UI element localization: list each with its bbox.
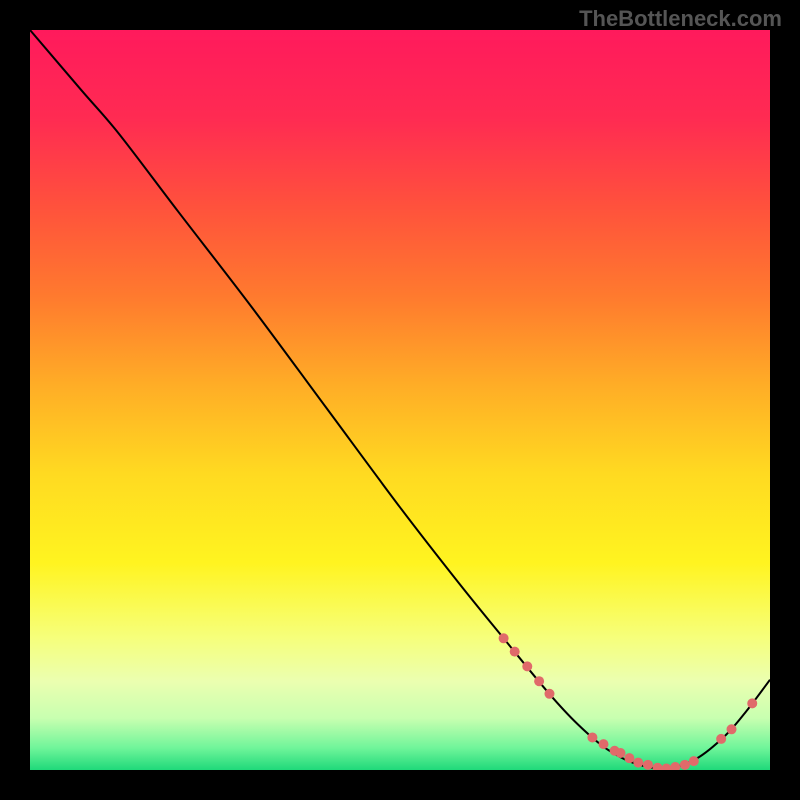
data-marker <box>643 760 653 770</box>
chart-container: TheBottleneck.com <box>0 0 800 800</box>
data-marker <box>727 724 737 734</box>
plot-svg <box>30 30 770 770</box>
data-marker <box>510 647 520 657</box>
data-marker <box>747 698 757 708</box>
data-marker <box>587 732 597 742</box>
plot-area <box>30 30 770 770</box>
data-marker <box>680 760 690 770</box>
data-marker <box>499 633 509 643</box>
gradient-background <box>30 30 770 770</box>
data-marker <box>599 739 609 749</box>
data-marker <box>689 756 699 766</box>
data-marker <box>616 748 626 758</box>
data-marker <box>633 758 643 768</box>
watermark-text: TheBottleneck.com <box>579 6 782 32</box>
data-marker <box>544 689 554 699</box>
data-marker <box>522 661 532 671</box>
data-marker <box>716 734 726 744</box>
data-marker <box>534 676 544 686</box>
data-marker <box>624 753 634 763</box>
